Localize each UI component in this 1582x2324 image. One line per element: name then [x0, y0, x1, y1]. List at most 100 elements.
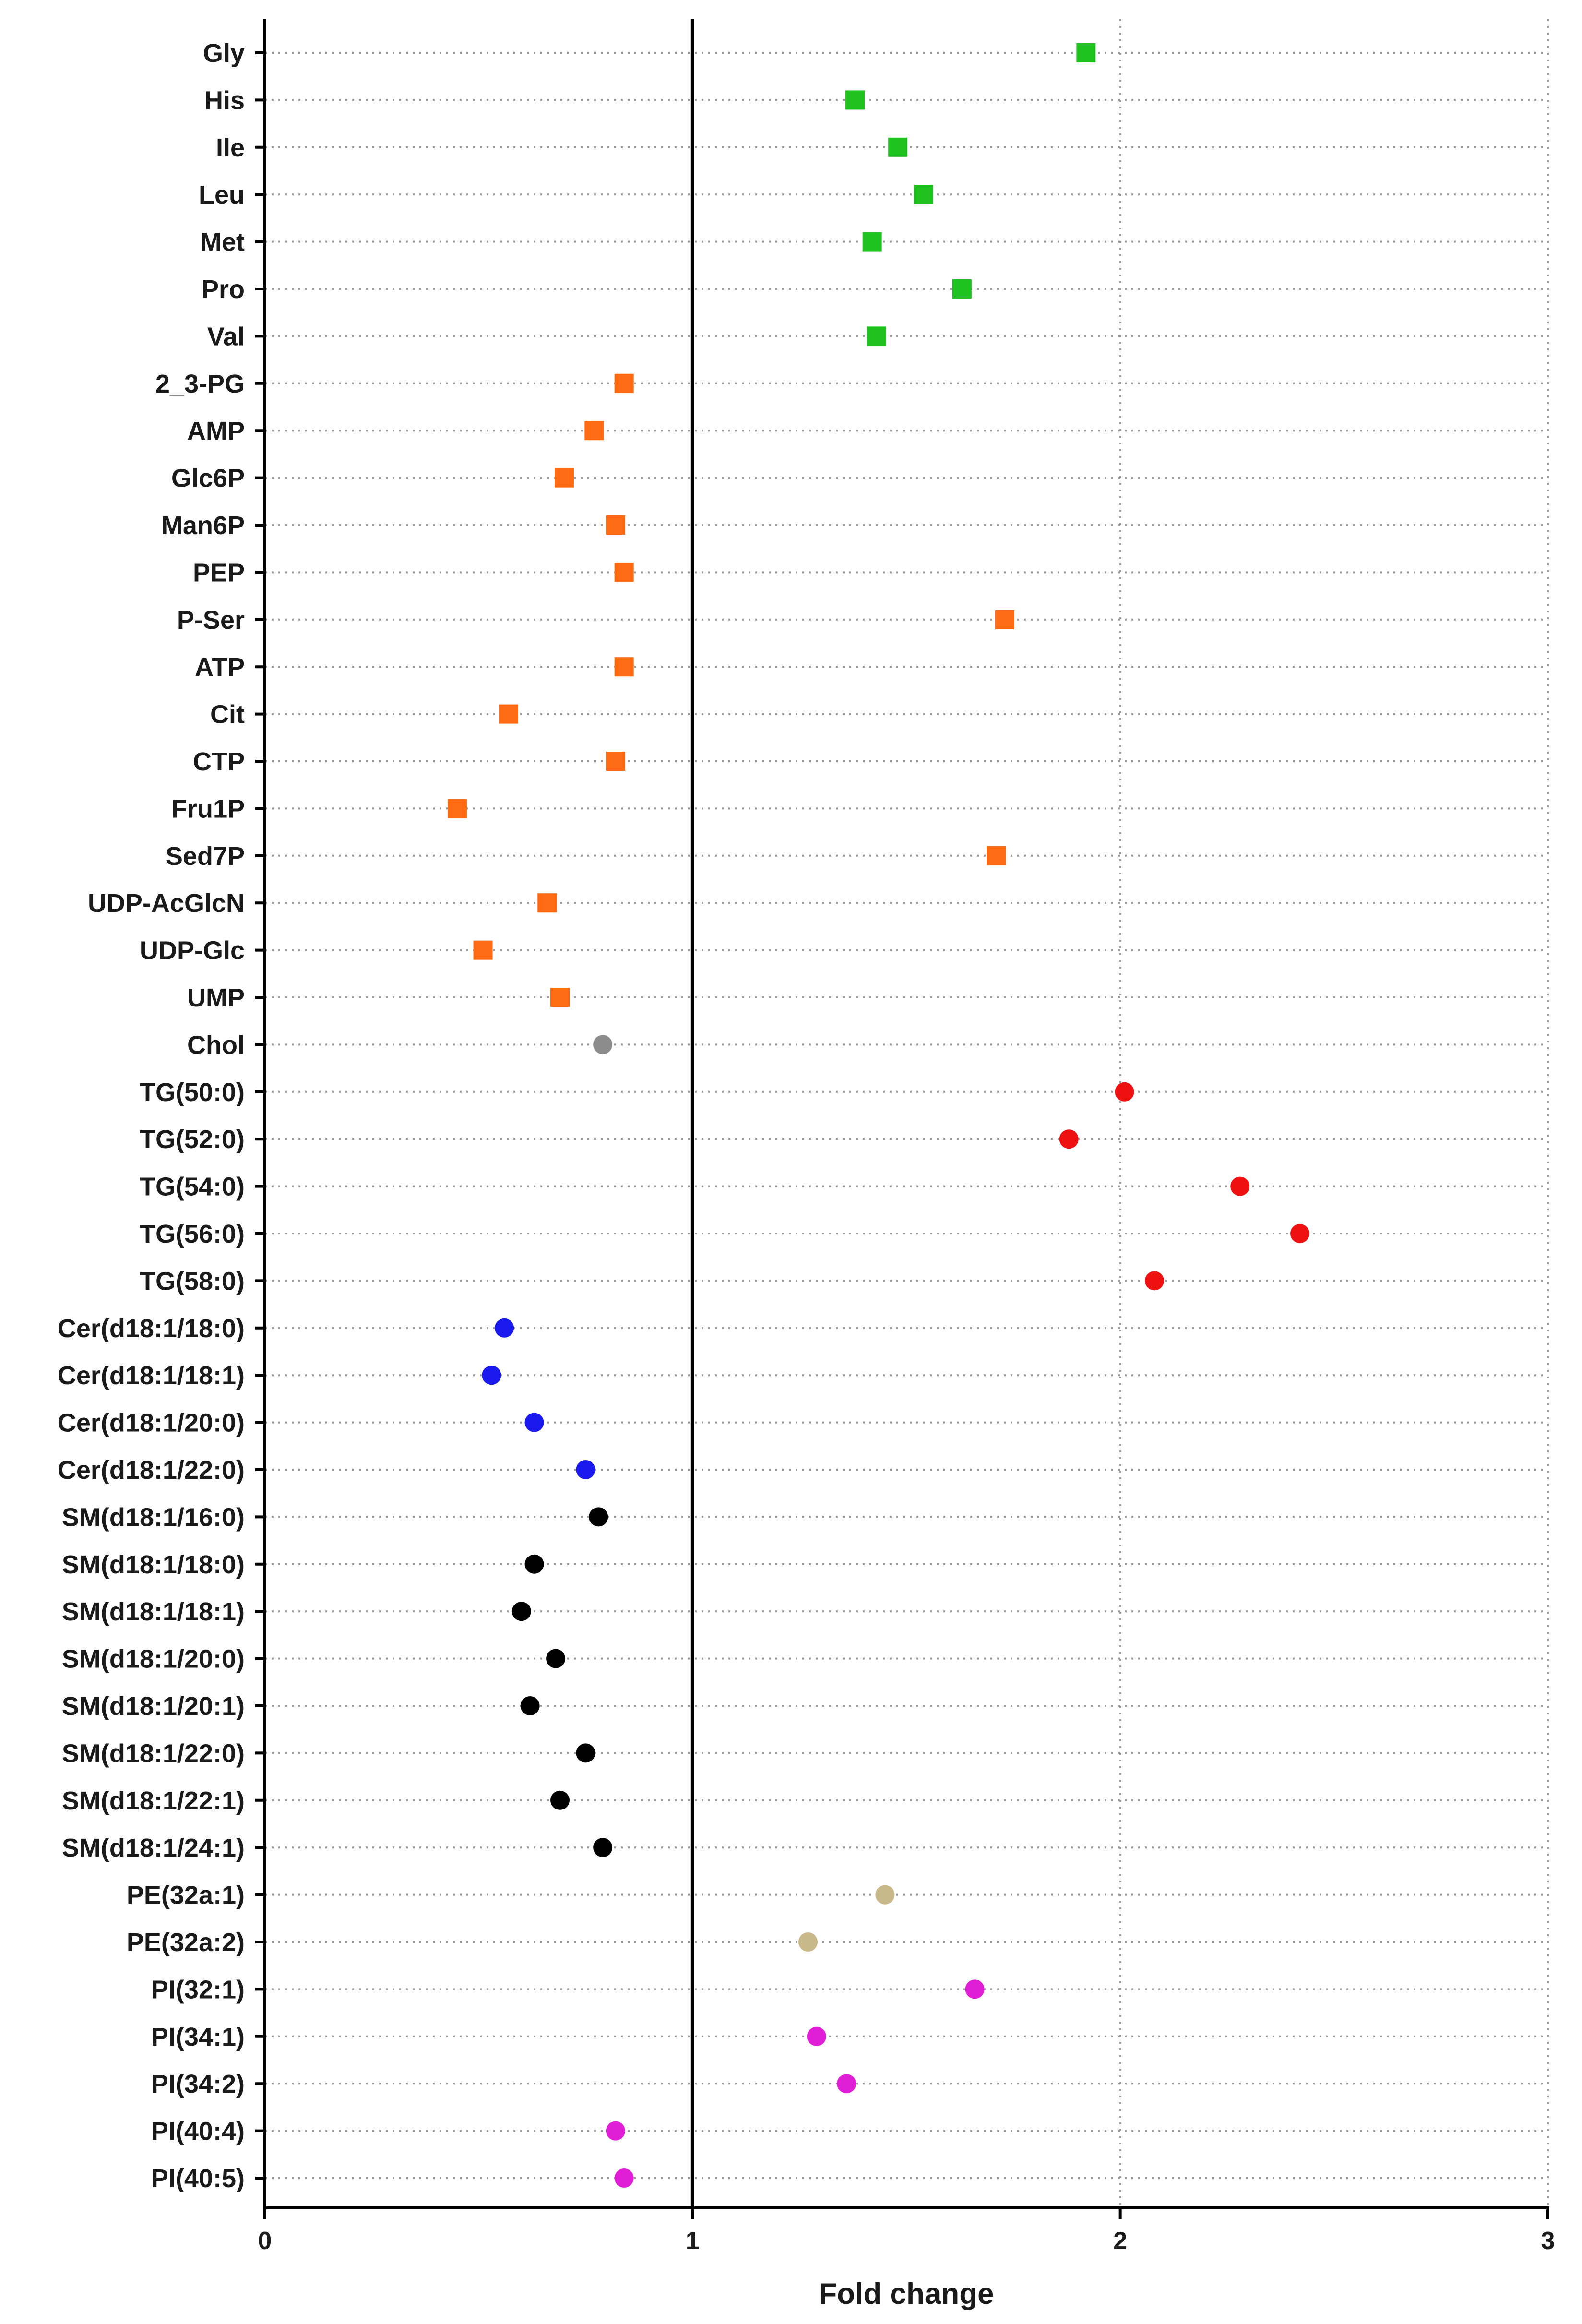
data-point-square: [499, 704, 519, 724]
category-label: Sed7P: [166, 842, 245, 871]
category-label: UDP-AcGlcN: [88, 889, 245, 918]
category-label: Pro: [202, 275, 245, 304]
category-label: Cer(d18:1/22:0): [58, 1456, 245, 1485]
category-label: UDP-Glc: [140, 936, 245, 965]
category-label: TG(50:0): [140, 1078, 245, 1107]
category-label: PE(32a:1): [127, 1881, 245, 1910]
data-point-circle: [807, 2026, 826, 2046]
category-labels: Gly His Ile Leu Met Pro Val 2_3-PG AMP Glc6P Man6P…: [58, 39, 245, 2193]
category-label: Val: [207, 322, 245, 351]
data-point-circle: [1144, 1271, 1164, 1291]
x-tick-label: 0: [258, 2227, 272, 2255]
data-point-circle: [520, 1696, 540, 1715]
data-point-circle: [593, 1838, 613, 1857]
data-point-square: [448, 799, 467, 818]
data-point-square: [888, 137, 908, 157]
data-point-square: [952, 279, 972, 299]
category-label: Fru1P: [171, 794, 245, 823]
data-point-square: [584, 421, 604, 441]
data-point-circle: [593, 1035, 613, 1054]
data-point-circle: [576, 1743, 595, 1763]
category-label: TG(56:0): [140, 1220, 245, 1248]
category-label: TG(58:0): [140, 1267, 245, 1295]
data-point-square: [614, 657, 634, 677]
category-label: SM(d18:1/20:0): [62, 1645, 245, 1674]
data-point-circle: [1290, 1224, 1310, 1243]
data-point-circle: [1230, 1176, 1250, 1196]
data-point-circle: [965, 1979, 985, 1999]
data-point-square: [914, 185, 933, 204]
category-label: PI(34:2): [151, 2070, 245, 2098]
data-point-square: [550, 988, 570, 1007]
category-label: Ile: [216, 133, 245, 162]
category-label: PI(34:1): [151, 2023, 245, 2051]
data-point-circle: [524, 1554, 544, 1574]
data-point-square: [473, 940, 493, 960]
data-point-square: [862, 232, 882, 252]
category-label: Chol: [187, 1030, 245, 1059]
category-label: Cer(d18:1/18:1): [58, 1361, 245, 1390]
category-label: P-Ser: [177, 606, 245, 635]
category-label: PEP: [193, 558, 245, 587]
category-label: His: [204, 86, 245, 115]
category-label: PI(32:1): [151, 1975, 245, 2004]
category-label: SM(d18:1/18:1): [62, 1597, 245, 1626]
category-label: SM(d18:1/20:1): [62, 1692, 245, 1721]
data-point-square: [995, 610, 1015, 629]
category-label: SM(d18:1/22:0): [62, 1739, 245, 1768]
data-point-square: [614, 563, 634, 582]
data-point-square: [867, 326, 886, 346]
category-label: Glc6P: [171, 464, 245, 493]
x-axis-title: Fold change: [819, 2277, 994, 2311]
data-point-square: [606, 515, 625, 535]
category-label: CTP: [193, 747, 245, 776]
category-label: PI(40:5): [151, 2164, 245, 2193]
data-point-circle: [837, 2074, 856, 2094]
category-label: Man6P: [161, 511, 245, 540]
data-points: [448, 43, 1310, 2188]
data-point-square: [554, 468, 574, 488]
x-tick-label: 3: [1541, 2227, 1555, 2255]
category-label: ATP: [195, 653, 245, 682]
data-point-circle: [875, 1885, 895, 1905]
category-label: Cer(d18:1/20:0): [58, 1409, 245, 1438]
data-point-circle: [606, 2121, 625, 2141]
axis-layer: 0 1 2 3: [255, 19, 1555, 2255]
data-point-circle: [546, 1649, 566, 1668]
x-tick-label: 2: [1113, 2227, 1127, 2255]
category-label: SM(d18:1/18:0): [62, 1550, 245, 1579]
data-point-square: [845, 90, 865, 110]
category-label: Met: [200, 228, 245, 257]
category-label: 2_3-PG: [155, 370, 245, 398]
data-point-circle: [1115, 1082, 1134, 1102]
data-point-circle: [576, 1460, 595, 1479]
data-point-circle: [614, 2168, 634, 2188]
data-point-circle: [550, 1790, 570, 1810]
data-point-circle: [511, 1602, 531, 1621]
data-point-circle: [495, 1318, 514, 1338]
data-point-square: [614, 373, 634, 393]
category-label: TG(54:0): [140, 1173, 245, 1201]
data-point-circle: [589, 1507, 608, 1527]
category-label: Cer(d18:1/18:0): [58, 1314, 245, 1343]
category-label: AMP: [187, 417, 245, 445]
category-label: PI(40:4): [151, 2117, 245, 2146]
category-label: Leu: [199, 180, 245, 209]
data-point-circle: [482, 1366, 501, 1385]
category-label: SM(d18:1/22:1): [62, 1786, 245, 1815]
data-point-square: [1076, 43, 1096, 62]
grid-layer: [265, 19, 1549, 2208]
data-point-square: [606, 752, 625, 771]
data-point-square: [987, 846, 1006, 865]
category-label: Gly: [203, 39, 245, 68]
data-point-square: [537, 893, 557, 913]
category-label: SM(d18:1/24:1): [62, 1833, 245, 1862]
data-point-circle: [798, 1932, 818, 1952]
category-label: SM(d18:1/16:0): [62, 1503, 245, 1532]
data-point-circle: [524, 1413, 544, 1432]
category-label: Cit: [210, 700, 245, 729]
category-label: PE(32a:2): [127, 1928, 245, 1957]
category-label: TG(52:0): [140, 1125, 245, 1154]
